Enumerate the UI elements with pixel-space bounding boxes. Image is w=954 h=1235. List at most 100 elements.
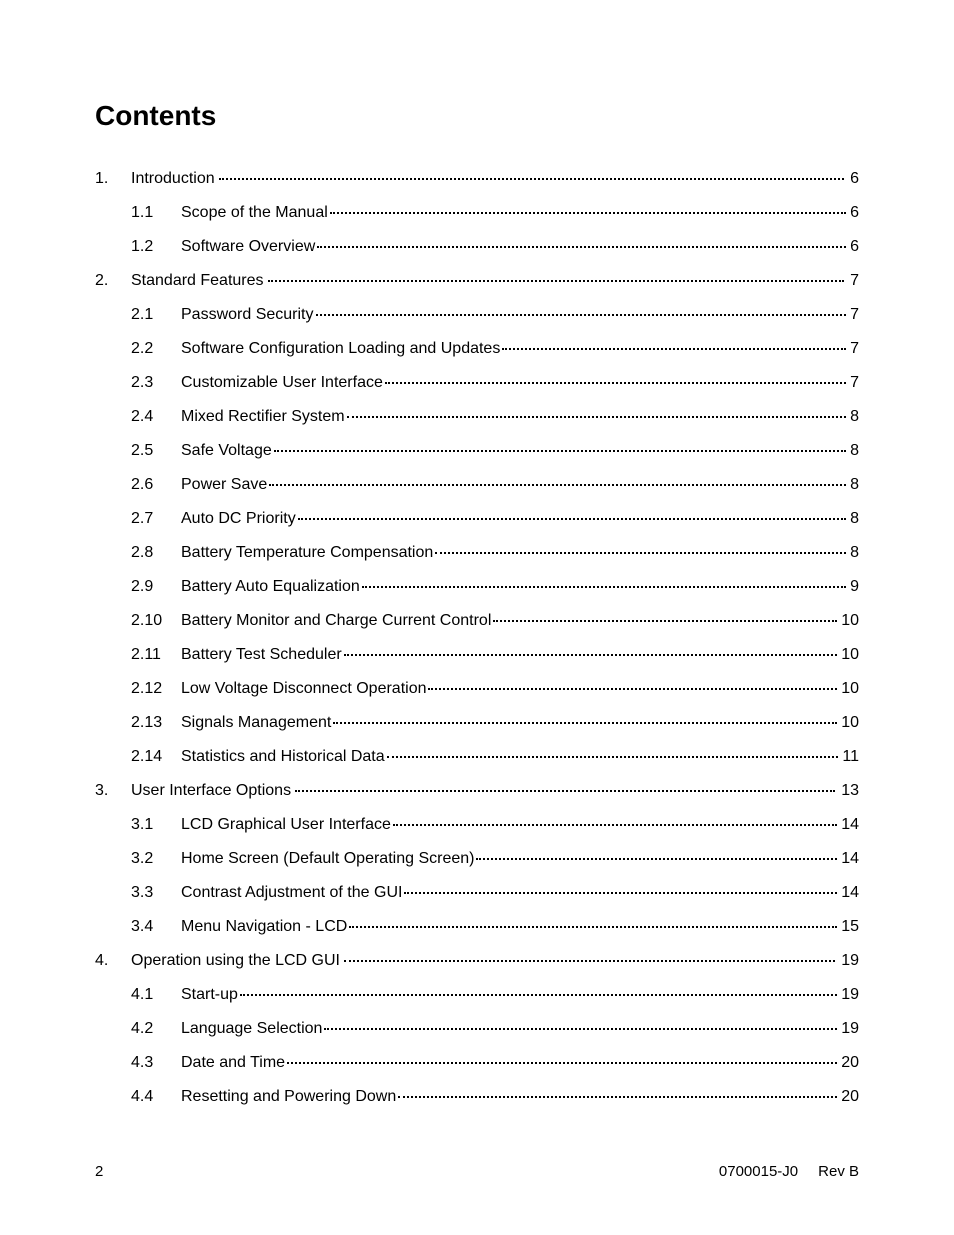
toc-entry-level2[interactable]: 2.13Signals Management10: [95, 714, 859, 732]
toc-title: Contrast Adjustment of the GUI: [181, 884, 402, 902]
toc-leader-dots: [240, 994, 837, 996]
toc-leader-dots: [219, 178, 844, 180]
toc-entry-level2[interactable]: 2.1Password Security7: [95, 306, 859, 324]
toc-entry-level2[interactable]: 2.3Customizable User Interface 7: [95, 374, 859, 392]
toc-number: 2.2: [131, 340, 181, 358]
toc-entry-level2[interactable]: 2.6Power Save8: [95, 476, 859, 494]
toc-page: 11: [842, 748, 859, 766]
toc-leader-dots: [295, 790, 835, 792]
toc-title: Low Voltage Disconnect Operation: [181, 680, 426, 698]
toc-number: 4.4: [131, 1088, 181, 1106]
toc-number: 3.1: [131, 816, 181, 834]
toc-page: 10: [841, 680, 859, 698]
toc-title: Menu Navigation - LCD: [181, 918, 347, 936]
toc-entry-level2[interactable]: 2.8Battery Temperature Compensation 8: [95, 544, 859, 562]
toc-title: Auto DC Priority: [181, 510, 296, 528]
toc-leader-dots: [476, 858, 837, 860]
toc-leader-dots: [317, 246, 846, 248]
toc-leader-dots: [344, 960, 835, 962]
toc-entry-level2[interactable]: 1.1Scope of the Manual6: [95, 204, 859, 222]
toc-title: Home Screen (Default Operating Screen): [181, 850, 474, 868]
toc-number: 2.7: [131, 510, 181, 528]
toc-page: 8: [850, 476, 859, 494]
toc-page: 7: [850, 272, 859, 290]
toc-leader-dots: [349, 926, 837, 928]
toc-title: Software Configuration Loading and Updat…: [181, 340, 500, 358]
toc-page: 7: [850, 306, 859, 324]
toc-entry-level2[interactable]: 3.1LCD Graphical User Interface14: [95, 816, 859, 834]
toc-leader-dots: [324, 1028, 837, 1030]
toc-page: 10: [841, 714, 859, 732]
toc-entry-level2[interactable]: 3.3Contrast Adjustment of the GUI14: [95, 884, 859, 902]
toc-number: 3.3: [131, 884, 181, 902]
toc-entry-level2[interactable]: 2.12Low Voltage Disconnect Operation10: [95, 680, 859, 698]
page-title: Contents: [95, 100, 859, 132]
toc-page: 19: [841, 952, 859, 970]
toc-number: 1.2: [131, 238, 181, 256]
toc-number: 2.3: [131, 374, 181, 392]
toc-entry-level2[interactable]: 2.5Safe Voltage8: [95, 442, 859, 460]
toc-leader-dots: [404, 892, 837, 894]
toc-entry-level2[interactable]: 2.2Software Configuration Loading and Up…: [95, 340, 859, 358]
toc-number: 4.1: [131, 986, 181, 1004]
toc-page: 8: [850, 510, 859, 528]
toc-number: 1.1: [131, 204, 181, 222]
toc-title: Operation using the LCD GUI: [131, 952, 340, 970]
toc-entry-level2[interactable]: 3.2Home Screen (Default Operating Screen…: [95, 850, 859, 868]
toc-entry-level1[interactable]: 2.Standard Features 7: [95, 272, 859, 290]
toc-number: 4.2: [131, 1020, 181, 1038]
toc-title: Signals Management: [181, 714, 331, 732]
toc-title: Battery Temperature Compensation: [181, 544, 433, 562]
toc-entry-level2[interactable]: 4.1Start-up19: [95, 986, 859, 1004]
toc-page: 7: [850, 374, 859, 392]
toc-number: 4.: [95, 952, 131, 970]
toc-page: 8: [850, 408, 859, 426]
toc-number: 2.5: [131, 442, 181, 460]
toc-number: 4.3: [131, 1054, 181, 1072]
toc-page: 6: [850, 238, 859, 256]
toc-entry-level2[interactable]: 4.3Date and Time20: [95, 1054, 859, 1072]
toc-page: 6: [850, 170, 859, 188]
toc-entry-level2[interactable]: 4.4Resetting and Powering Down20: [95, 1088, 859, 1106]
toc-page: 8: [850, 544, 859, 562]
toc-entry-level2[interactable]: 3.4Menu Navigation - LCD15: [95, 918, 859, 936]
toc-entry-level2[interactable]: 2.10Battery Monitor and Charge Current C…: [95, 612, 859, 630]
toc-page: 7: [850, 340, 859, 358]
toc-title: Battery Test Scheduler: [181, 646, 342, 664]
toc-entry-level1[interactable]: 3.User Interface Options 13: [95, 782, 859, 800]
toc-entry-level2[interactable]: 4.2Language Selection 19: [95, 1020, 859, 1038]
toc-leader-dots: [316, 314, 847, 316]
document-number: 0700015-J0: [719, 1163, 798, 1180]
toc-leader-dots: [274, 450, 846, 452]
toc-entry-level2[interactable]: 1.2Software Overview 6: [95, 238, 859, 256]
toc-leader-dots: [387, 756, 839, 758]
revision: Rev B: [818, 1163, 859, 1180]
toc-number: 2.8: [131, 544, 181, 562]
toc-page: 19: [841, 1020, 859, 1038]
toc-page: 19: [841, 986, 859, 1004]
toc-entry-level2[interactable]: 2.9Battery Auto Equalization9: [95, 578, 859, 596]
toc-title: Battery Auto Equalization: [181, 578, 360, 596]
toc-page: 15: [841, 918, 859, 936]
toc-title: Introduction: [131, 170, 215, 188]
toc-title: Standard Features: [131, 272, 264, 290]
toc-title: Language Selection: [181, 1020, 322, 1038]
toc-leader-dots: [428, 688, 837, 690]
page-number: 2: [95, 1163, 103, 1180]
toc-title: Resetting and Powering Down: [181, 1088, 396, 1106]
toc-title: Mixed Rectifier System: [181, 408, 345, 426]
toc-entry-level1[interactable]: 4.Operation using the LCD GUI 19: [95, 952, 859, 970]
toc-title: Software Overview: [181, 238, 315, 256]
toc-title: Customizable User Interface: [181, 374, 383, 392]
toc-number: 2.6: [131, 476, 181, 494]
toc-number: 2.9: [131, 578, 181, 596]
toc-title: Password Security: [181, 306, 314, 324]
toc-entry-level2[interactable]: 2.14Statistics and Historical Data11: [95, 748, 859, 766]
toc-page: 10: [841, 612, 859, 630]
toc-entry-level2[interactable]: 2.4Mixed Rectifier System8: [95, 408, 859, 426]
toc-page: 20: [841, 1054, 859, 1072]
toc-entry-level2[interactable]: 2.11Battery Test Scheduler10: [95, 646, 859, 664]
toc-entry-level1[interactable]: 1.Introduction 6: [95, 170, 859, 188]
toc-entry-level2[interactable]: 2.7Auto DC Priority 8: [95, 510, 859, 528]
toc-leader-dots: [385, 382, 846, 384]
